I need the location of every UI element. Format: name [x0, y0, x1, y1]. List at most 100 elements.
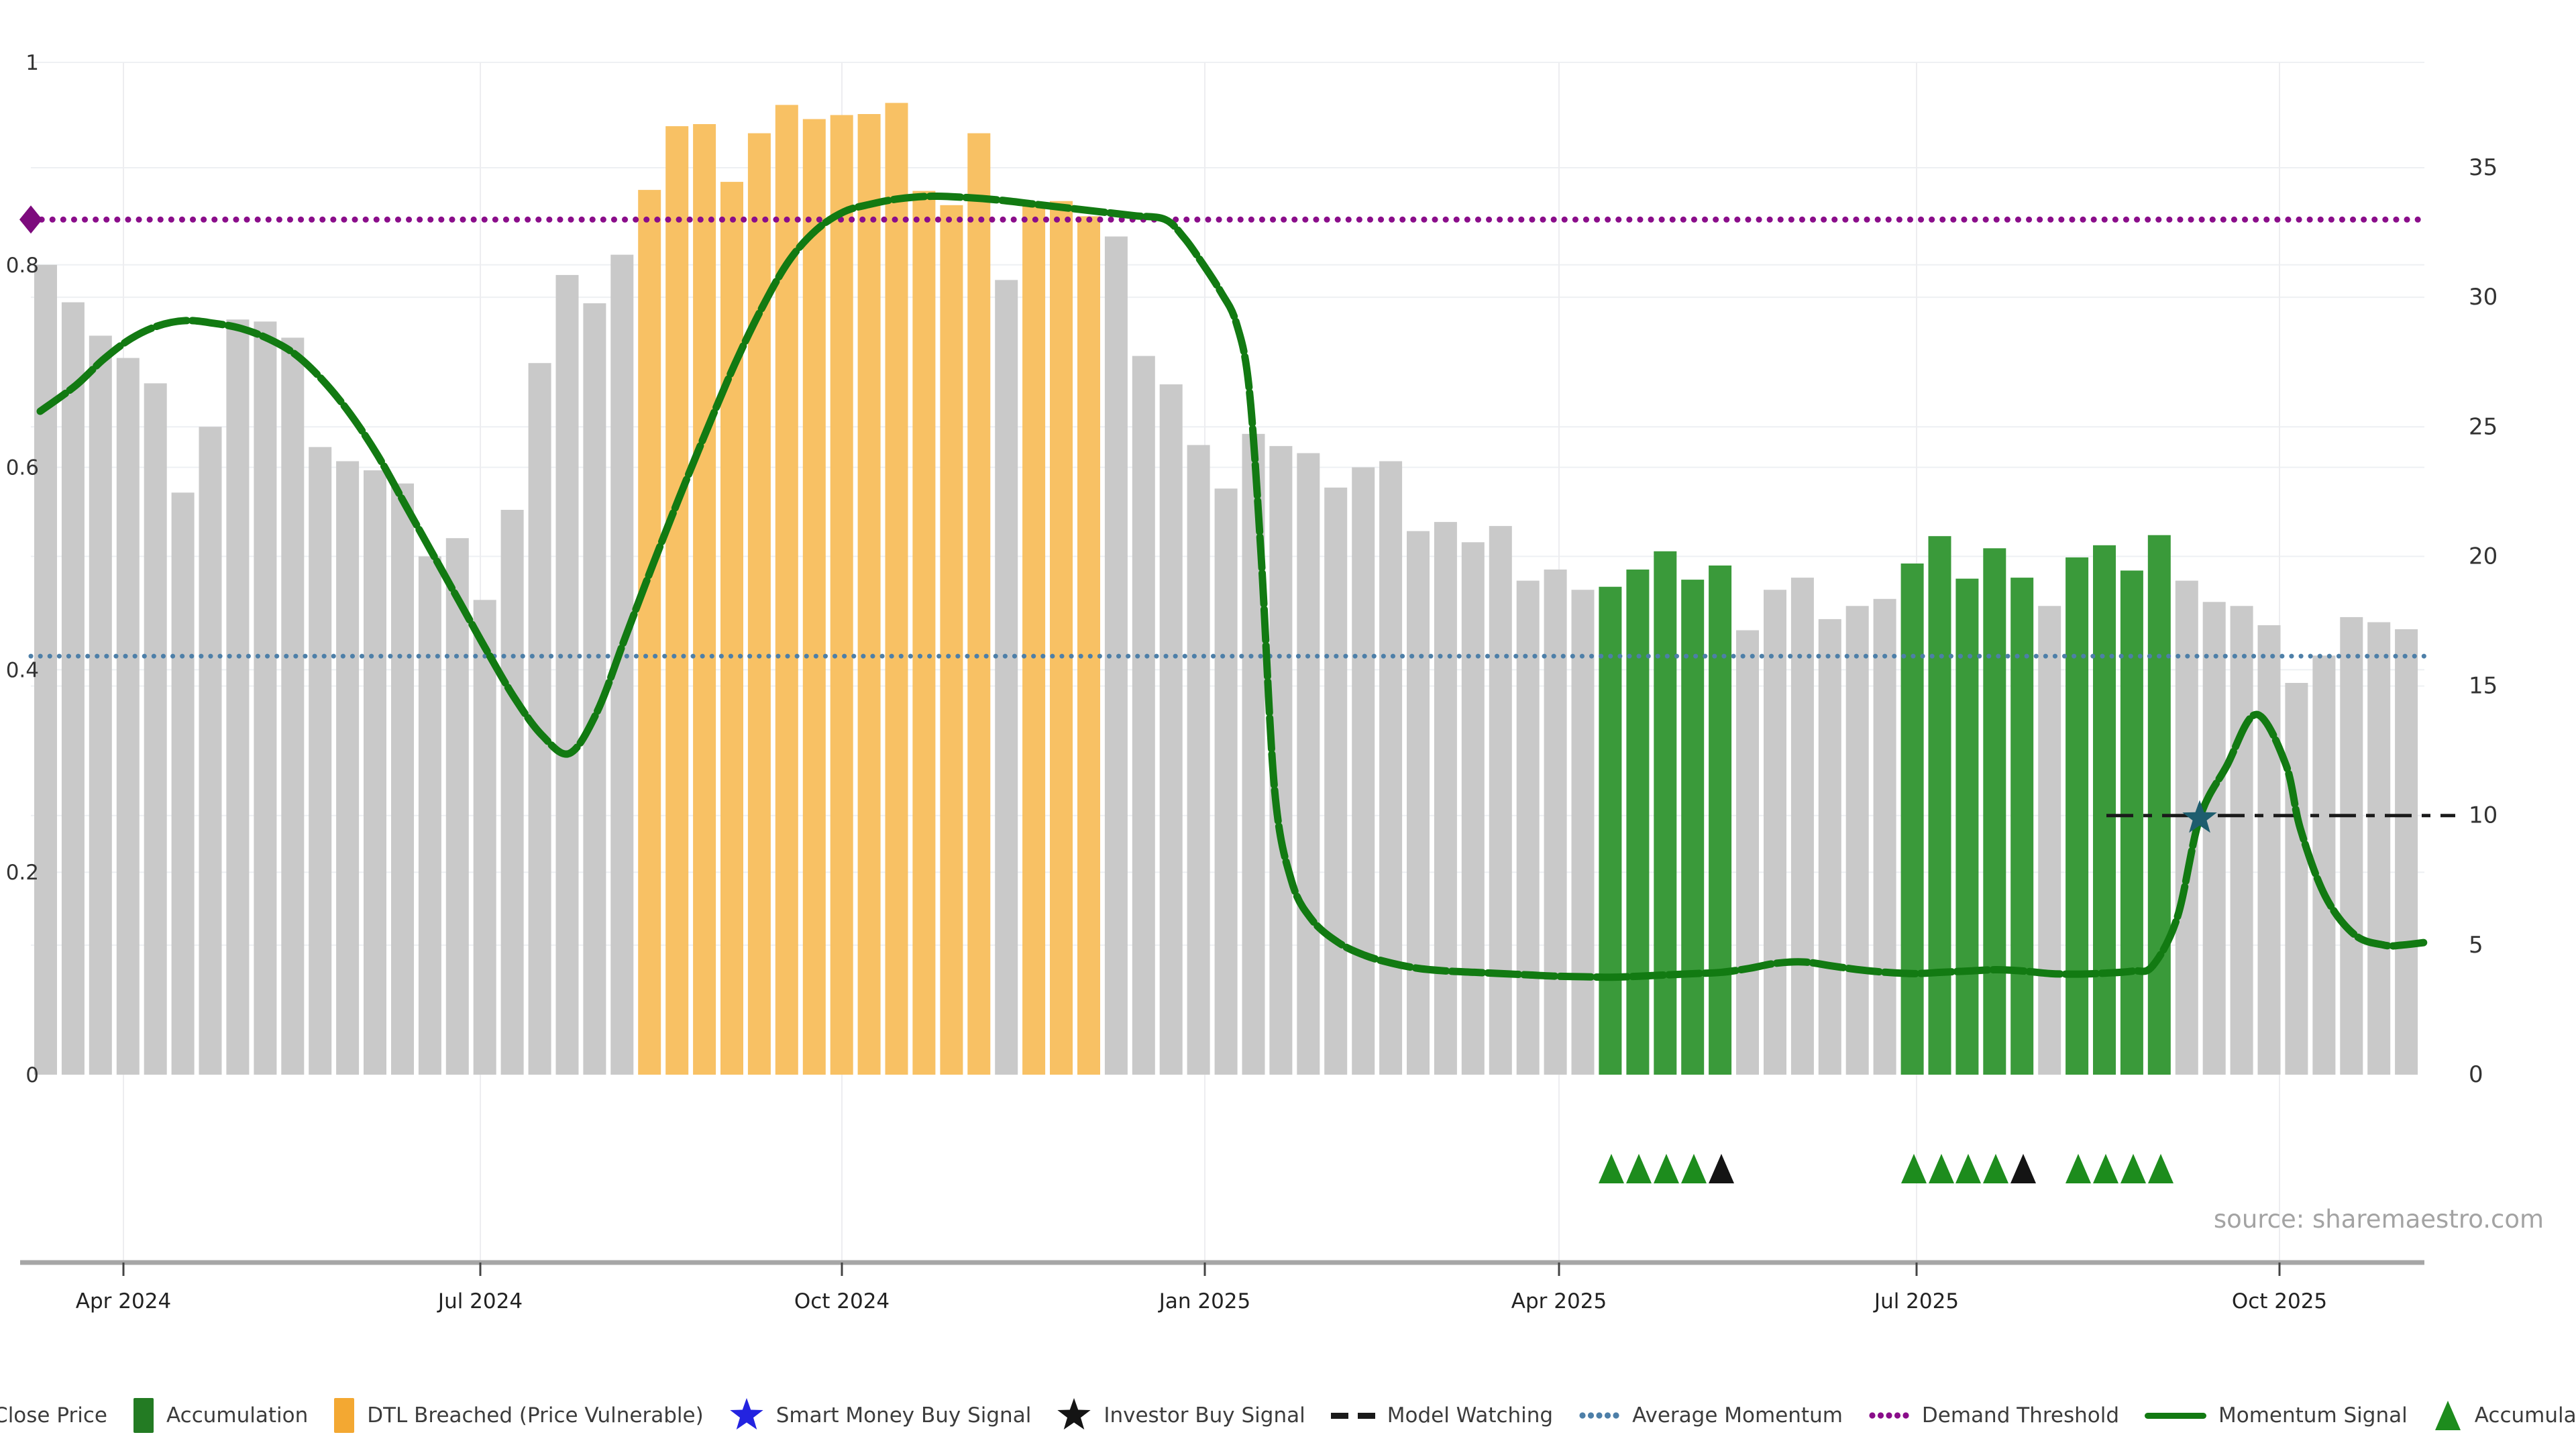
dtl-breached-bar [1050, 201, 1073, 1075]
dtl-breached-bar [1022, 205, 1046, 1075]
legend-item-label: Accumulation [166, 1403, 309, 1428]
close-price-bar [2312, 655, 2336, 1075]
legend-item-dtl-breached-price-vulnerable: DTL Breached (Price Vulnerable) [333, 1397, 704, 1434]
dtl-breached-bar [830, 115, 853, 1075]
close-price-bar [1544, 570, 1567, 1075]
y-axis-left-label: 0.2 [6, 861, 39, 885]
close-price-bar [89, 335, 112, 1075]
close-price-bar [995, 280, 1018, 1075]
close-price-bar [364, 470, 386, 1075]
accumulation-triangle-icon [1681, 1154, 1707, 1183]
y-axis-left-label: 0 [25, 1063, 39, 1087]
legend-item-label: Accumulation [2474, 1403, 2576, 1428]
accumulation-bar [2120, 570, 2143, 1075]
legend-item-accumulation: Accumulation [133, 1397, 308, 1434]
source-note: source: sharemaestro.com [2213, 1205, 2544, 1234]
accumulation-bar [2010, 578, 2034, 1075]
accumulation-triangle-icon [1955, 1154, 1981, 1183]
smart-money-buy-signal-star-icon [2182, 800, 2217, 833]
accumulation-bar [1599, 586, 1622, 1075]
legend-item-investor-buy-signal: Investor Buy Signal [1057, 1397, 1305, 1434]
accumulation-triangle-icon [1983, 1154, 2008, 1183]
legend-star-icon [730, 1398, 763, 1430]
x-axis-tick-label: Jan 2025 [1158, 1289, 1251, 1313]
y-axis-left-label: 0.6 [6, 456, 39, 480]
legend-dots-icon [1869, 1412, 1909, 1419]
close-price-bar [2230, 606, 2253, 1075]
dtl-breached-bar [912, 191, 936, 1075]
y-axis-left-label: 1 [25, 51, 39, 75]
y-axis-left-label: 0.8 [6, 254, 39, 278]
close-price-bar [1845, 606, 1869, 1075]
close-price-bar [1764, 590, 1786, 1075]
x-axis-tick-label: Oct 2024 [794, 1289, 890, 1313]
close-price-bar [555, 274, 579, 1075]
investor-buy-triangle-icon [1709, 1154, 1734, 1183]
close-price-bar [1461, 542, 1485, 1075]
close-price-bar [1736, 630, 1759, 1075]
accumulation-triangle-icon [2148, 1154, 2174, 1183]
dtl-breached-bar [802, 119, 826, 1075]
close-price-bar [1159, 384, 1183, 1075]
close-price-bar [1324, 487, 1348, 1075]
legend-item-label: Model Watching [1387, 1403, 1554, 1428]
close-price-bar [583, 303, 606, 1075]
close-price-bar [171, 492, 195, 1075]
y-axis-right-label: 20 [2469, 543, 2498, 570]
close-price-bar [1132, 356, 1155, 1075]
legend: Close Price Accumulation DTL Breached (Pri… [0, 1397, 2576, 1434]
investor-buy-triangle-icon [2010, 1154, 2036, 1183]
close-price-bar [1516, 580, 1540, 1075]
close-price-bar [144, 383, 167, 1075]
legend-item-label: Average Momentum [1632, 1403, 1843, 1428]
close-price-bar [1873, 598, 1896, 1075]
accumulation-bar [1709, 566, 1732, 1075]
close-price-bar [1434, 522, 1457, 1075]
legend-swatch-rect [133, 1398, 154, 1433]
close-price-bar [445, 538, 469, 1075]
accumulation-triangle-icon [1626, 1154, 1652, 1183]
legend-item-accumulation: Accumulation [2433, 1397, 2576, 1434]
close-price-bar [199, 427, 222, 1075]
accumulation-triangle-icon [2121, 1154, 2146, 1183]
legend-item-momentum-signal: Momentum Signal [2145, 1397, 2408, 1434]
legend-item-model-watching: Model Watching [1330, 1397, 1554, 1434]
y-axis-right-label: 15 [2469, 673, 2498, 700]
y-axis-right-label: 30 [2469, 284, 2498, 311]
accumulation-bar [1900, 564, 1924, 1075]
legend-item-smart-money-buy-signal: Smart Money Buy Signal [729, 1397, 1031, 1434]
x-axis: Apr 2024 Jul 2024 Oct 2024 Jan 2025 Apr 2025… [20, 1260, 2424, 1313]
accumulation-triangle-icon [1901, 1154, 1927, 1183]
accumulation-bar [2147, 535, 2171, 1075]
accumulation-bar [1983, 548, 2006, 1075]
close-price-bar [254, 321, 277, 1075]
close-price-bar [2395, 629, 2418, 1075]
y-axis-right-label: 25 [2469, 413, 2498, 440]
dtl-breached-bar [885, 103, 908, 1075]
legend-item-label: Close Price [0, 1403, 107, 1428]
close-price-bars [34, 103, 2418, 1075]
close-price-bar [1407, 531, 1430, 1075]
close-price-bar [500, 510, 524, 1075]
accumulation-bar [2093, 545, 2116, 1075]
close-price-bar [226, 319, 250, 1075]
accumulation-triangle-icon [2065, 1154, 2091, 1183]
legend-item-label: Investor Buy Signal [1104, 1403, 1305, 1428]
accumulation-marker-rows [1599, 1154, 2174, 1183]
close-price-bar [2367, 622, 2391, 1075]
legend-item-label: DTL Breached (Price Vulnerable) [367, 1403, 704, 1428]
close-price-bar [2257, 625, 2281, 1075]
close-price-bar [2285, 683, 2308, 1075]
accumulation-triangle-icon [1599, 1154, 1624, 1183]
dtl-breached-bar [1077, 216, 1100, 1075]
close-price-bar [1818, 619, 1841, 1075]
close-price-bar [391, 483, 414, 1075]
y-axis-right-label: 0 [2469, 1061, 2483, 1088]
demand-threshold-diamond-icon [19, 205, 42, 234]
close-price-bar [1489, 526, 1512, 1075]
legend-dashes-icon [1330, 1413, 1375, 1419]
close-price-bar [2202, 602, 2226, 1075]
legend-triangle-icon [2434, 1401, 2461, 1430]
